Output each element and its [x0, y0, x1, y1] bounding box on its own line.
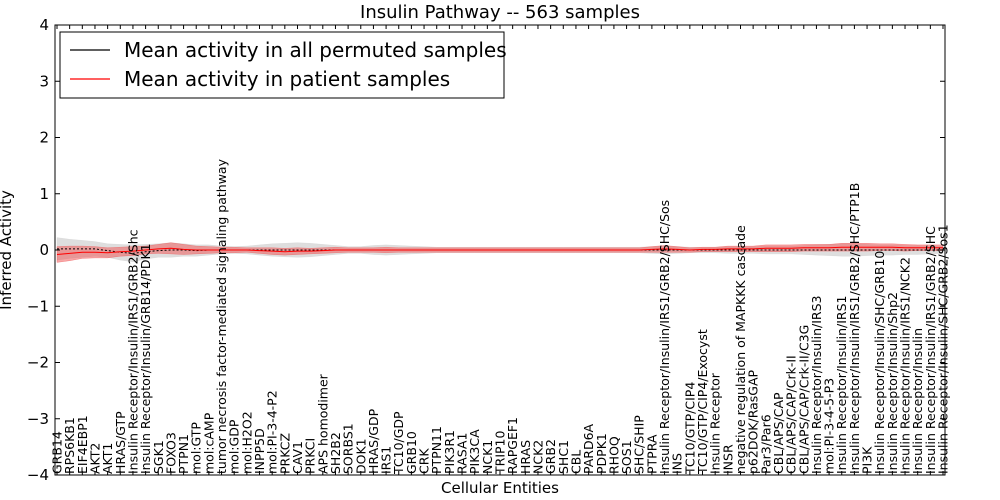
x-tick-label: RPS6KB1 [62, 417, 77, 474]
x-tick-label: FOXO3 [163, 432, 178, 474]
x-tick-label: SORBS1 [341, 423, 356, 474]
x-tick-label: CBL/APS/CAP/Crk-II/C3G [796, 325, 811, 474]
x-tick-label: mol:PI-3-4-5-P3 [822, 378, 837, 474]
x-tick-label: SH2B2 [328, 432, 343, 474]
x-tick-label: TRIP10 [493, 431, 508, 475]
x-tick-label: Insulin Receptor/Insulin/SHC/GRB10 [872, 251, 887, 474]
x-tick-label: PARD6A [581, 423, 596, 474]
y-tick-label: 1 [39, 185, 49, 203]
x-tick-label: INPP5D [252, 428, 267, 474]
x-tick-label: Insulin Receptor/Insulin/SHC/GRB2/Sos1 [936, 224, 951, 474]
x-tick-label: PIK3R1 [442, 430, 457, 474]
legend-box [59, 31, 505, 99]
x-tick-label: p62DOK/RasGAP [746, 369, 761, 474]
x-tick-label: Insulin Receptor/Insulin/IRS1/GRB2/SHC/P… [847, 183, 862, 474]
x-tick-label: SGK1 [151, 440, 166, 474]
x-tick-label: DOK1 [353, 438, 368, 474]
x-tick-label: PI3K [860, 446, 875, 474]
y-tick-label: 2 [39, 129, 49, 147]
legend-label-permuted: Mean activity in all permuted samples [124, 38, 507, 62]
x-tick-label: CAV1 [290, 441, 305, 474]
y-tick-label: −3 [27, 410, 49, 428]
x-tick-label: HRAS [518, 440, 533, 474]
legend-label-patient: Mean activity in patient samples [124, 67, 450, 91]
y-tick-label: −2 [27, 354, 49, 372]
x-tick-label: negative regulation of MAPKKK cascade [733, 225, 748, 474]
x-tick-label: mol:cAMP [201, 412, 216, 474]
y-tick-label: 4 [39, 16, 49, 34]
x-tick-label: CRK [417, 448, 432, 474]
x-tick-label: Insulin Receptor/Insulin/IRS1/GRB2/Shc [125, 229, 140, 474]
y-tick-label: 0 [39, 241, 49, 259]
x-tick-label: HRAS/GTP [113, 411, 128, 474]
x-tick-label: mol:GDP [227, 419, 242, 474]
x-tick-label: APS homodimer [315, 373, 330, 474]
x-axis-label: Cellular Entities [441, 479, 559, 497]
x-tick-label: CBL/APS/CAP [771, 392, 786, 474]
x-tick-label: AKT1 [100, 443, 115, 474]
x-tick-label: mol:PI-3-4-P2 [265, 390, 280, 474]
x-tick-label: TC10/GTP/CIP4 [682, 382, 697, 475]
x-tick-label: CBL [568, 450, 583, 474]
series-lines [56, 246, 943, 255]
x-tick-label: Par3/Par6 [758, 414, 773, 474]
x-tick-label: GRB2 [543, 439, 558, 474]
y-axis-label: Inferred Activity [0, 190, 15, 310]
x-tick-label: PTPRA [644, 434, 659, 474]
x-tick-label: PDPK1 [594, 433, 609, 474]
chart-title: Insulin Pathway -- 563 samples [360, 2, 640, 23]
x-tick-label: mol:GTP [189, 422, 204, 474]
legend: Mean activity in all permuted samples Me… [59, 31, 507, 99]
x-tick-label: RHOQ [606, 436, 621, 474]
x-tick-label: GRB10 [404, 431, 419, 474]
x-tick-label: Insulin Receptor/Insulin/IRS1/NCK2 [898, 257, 913, 474]
y-tick-label: −4 [27, 466, 49, 484]
x-tick-label: AKT2 [88, 443, 103, 474]
x-tick-label: Insulin Receptor/Insulin/IRS1/GRB2/SHC [923, 226, 938, 474]
x-tick-label: SHC1 [556, 440, 571, 474]
x-tick-label: TC10/GTP/CIP4/Exocyst [695, 329, 710, 475]
x-tick-label: NCK1 [480, 440, 495, 474]
x-tick-label: Insulin Receptor/Insulin/IRS3 [809, 296, 824, 474]
y-axis: −4 −3 −2 −1 0 1 2 3 4 [27, 16, 945, 484]
x-tick-label: RASA1 [455, 433, 470, 474]
x-tick-label: Insulin Receptor/Insulin/GRB14/PDK1 [138, 243, 153, 474]
x-tick-label: Insulin Receptor/Insulin/IRS1 [834, 296, 849, 474]
x-axis: GRB14RPS6KB1EIF4EBP1AKT2AKT1HRAS/GTPInsu… [50, 25, 951, 475]
x-tick-label: INS [670, 453, 685, 474]
x-tick-label: TC10/GDP [391, 411, 406, 475]
y-tick-label: 3 [39, 72, 49, 90]
x-tick-label: CBL/APS/CAP/Crk-II [784, 355, 799, 474]
x-tick-label: PRKCZ [277, 433, 292, 474]
band-patient [56, 242, 944, 263]
x-tick-label: PTPN1 [176, 434, 191, 474]
x-tick-label: IRS1 [379, 446, 394, 474]
x-tick-label: mol:H2O2 [239, 411, 254, 474]
x-tick-label: GRB14 [50, 431, 65, 474]
x-tick-label: NCK2 [531, 440, 546, 474]
x-tick-label: Insulin Receptor/Insulin/Shp2 [885, 292, 900, 474]
x-tick-label: PTPN11 [429, 426, 444, 474]
x-tick-label: Insulin Receptor/Insulin/IRS1/GRB2/SHC/S… [657, 200, 672, 474]
x-tick-label: INSR [720, 444, 735, 474]
series-line-patient [56, 246, 943, 255]
x-tick-label: EIF4EBP1 [75, 415, 90, 474]
x-tick-label: SHC/SHIP [632, 415, 647, 474]
x-tick-label: PIK3CA [467, 429, 482, 474]
x-tick-label: SOS1 [619, 440, 634, 474]
y-tick-label: −1 [27, 297, 49, 315]
x-tick-label: RAPGEF1 [505, 417, 520, 474]
x-tick-label: HRAS/GDP [366, 408, 381, 474]
x-tick-label: Insulin Receptor/Insulin [910, 328, 925, 474]
x-tick-label: Insulin Receptor [708, 372, 723, 474]
x-tick-label: PRKCI [303, 438, 318, 474]
x-tick-label: tumor necrosis factor-mediated signaling… [214, 158, 229, 474]
